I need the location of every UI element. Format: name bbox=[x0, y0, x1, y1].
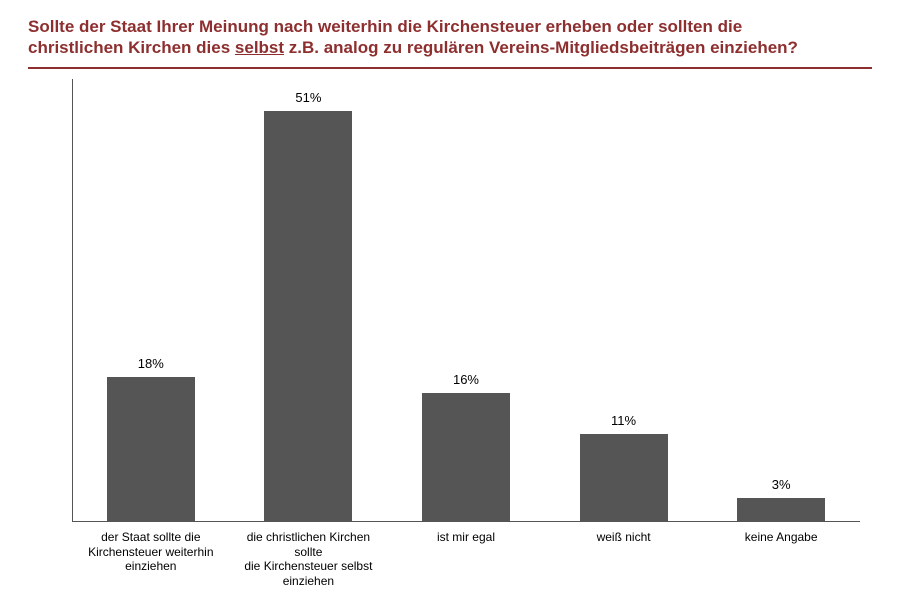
x-label-line: Kirchensteuer weiterhin bbox=[88, 545, 213, 559]
plot-area: 18% 51% 16% 11% bbox=[28, 79, 872, 523]
bar: 3% bbox=[737, 498, 825, 522]
x-label: der Staat sollte dieKirchensteuer weiter… bbox=[72, 530, 230, 588]
bar-value-label: 18% bbox=[138, 356, 164, 371]
bar: 11% bbox=[580, 434, 668, 523]
x-label-line: die christlichen Kirchen sollte bbox=[247, 530, 370, 558]
bar: 16% bbox=[422, 393, 510, 522]
bar-chart: 18% 51% 16% 11% bbox=[28, 79, 872, 589]
bar: 18% bbox=[107, 377, 195, 522]
bar-slot: 3% bbox=[702, 79, 860, 523]
title-line1: Sollte der Staat Ihrer Meinung nach weit… bbox=[28, 17, 742, 36]
bar-value-label: 16% bbox=[453, 372, 479, 387]
bar-value-label: 3% bbox=[772, 477, 791, 492]
bar-slot: 11% bbox=[545, 79, 703, 523]
x-label-line: einziehen bbox=[125, 559, 176, 573]
title-line2-pre: christlichen Kirchen dies bbox=[28, 38, 235, 57]
bar-slot: 18% bbox=[72, 79, 230, 523]
title-line2-underlined: selbst bbox=[235, 38, 284, 57]
title-line2-post: z.B. analog zu regulären Vereins-Mitglie… bbox=[284, 38, 798, 57]
bars-container: 18% 51% 16% 11% bbox=[72, 79, 860, 523]
bar-slot: 16% bbox=[387, 79, 545, 523]
bar-value-label: 11% bbox=[611, 413, 636, 428]
page: Sollte der Staat Ihrer Meinung nach weit… bbox=[0, 0, 900, 608]
x-label-line: weiß nicht bbox=[597, 530, 651, 544]
bar: 51% bbox=[264, 111, 352, 523]
bar-slot: 51% bbox=[230, 79, 388, 523]
bar-value-label: 51% bbox=[295, 90, 321, 105]
x-label-line: der Staat sollte die bbox=[101, 530, 200, 544]
x-label-line: keine Angabe bbox=[745, 530, 818, 544]
x-label-line: ist mir egal bbox=[437, 530, 495, 544]
x-axis-labels: der Staat sollte dieKirchensteuer weiter… bbox=[72, 522, 860, 588]
x-label-line: einziehen bbox=[283, 574, 334, 588]
title-rule bbox=[28, 67, 872, 69]
x-label: weiß nicht bbox=[545, 530, 703, 588]
x-label-line: die Kirchensteuer selbst bbox=[244, 559, 372, 573]
x-label: ist mir egal bbox=[387, 530, 545, 588]
chart-title: Sollte der Staat Ihrer Meinung nach weit… bbox=[28, 16, 872, 59]
x-label: keine Angabe bbox=[702, 530, 860, 588]
x-label: die christlichen Kirchen solltedie Kirch… bbox=[230, 530, 388, 588]
